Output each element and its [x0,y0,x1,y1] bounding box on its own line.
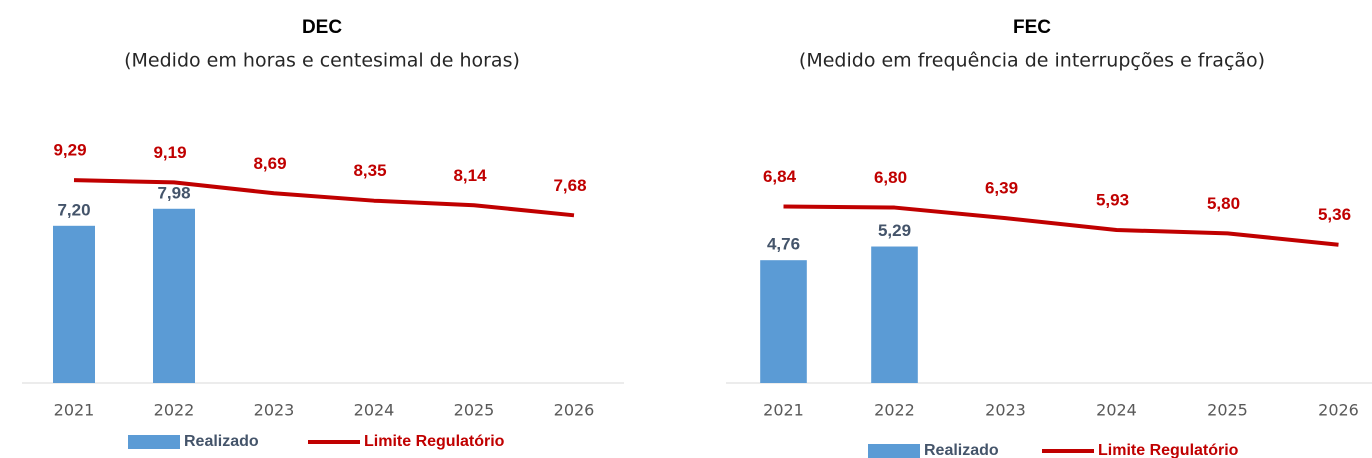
line [73,178,575,218]
x-tick-label: 2025 [454,401,495,420]
line-value-label: 5,80 [1207,194,1240,213]
line-value-label: 7,68 [553,176,586,195]
x-tick-label: 2026 [554,401,595,420]
x-tick-label: 2026 [1318,401,1359,420]
chart-title: FEC [1013,17,1051,38]
line-value-label: 9,29 [53,141,86,160]
x-tick-label: 2022 [154,401,195,420]
bar [871,246,918,383]
legend-label: Realizado [184,433,259,450]
line-value-label: 8,69 [253,154,286,173]
line-value-label: 8,14 [453,166,487,185]
legend-label: Realizado [924,442,999,458]
bar [153,208,195,383]
bar-value-label: 7,98 [157,183,190,202]
chart-subtitle: (Medido em frequência de interrupções e … [799,50,1265,72]
x-tick-label: 2021 [54,401,95,420]
bar [760,260,807,383]
x-tick-label: 2021 [763,401,804,420]
legend-label: Limite Regulatório [1098,442,1239,458]
x-tick-label: 2024 [1096,401,1137,420]
line-value-label: 6,84 [763,167,797,186]
line-value-label: 8,35 [353,161,386,180]
bar-value-label: 5,29 [878,221,911,240]
chart-title: DEC [302,17,342,38]
x-tick-label: 2023 [985,401,1026,420]
line-value-label: 9,19 [153,143,186,162]
line [783,204,1339,247]
line-value-label: 6,39 [985,179,1018,198]
bar [53,225,95,383]
chart-subtitle: (Medido em horas e centesimal de horas) [124,50,520,72]
x-tick-label: 2022 [874,401,915,420]
x-tick-label: 2023 [254,401,295,420]
x-tick-label: 2024 [354,401,395,420]
line-value-label: 5,36 [1318,205,1351,224]
bar-value-label: 7,20 [57,200,90,219]
legend-swatch [868,444,920,458]
legend-swatch [128,435,180,449]
line-value-label: 5,93 [1096,190,1129,209]
legend-label: Limite Regulatório [364,433,505,450]
x-tick-label: 2025 [1207,401,1248,420]
line-value-label: 6,80 [874,168,907,187]
bar-value-label: 4,76 [767,235,800,254]
